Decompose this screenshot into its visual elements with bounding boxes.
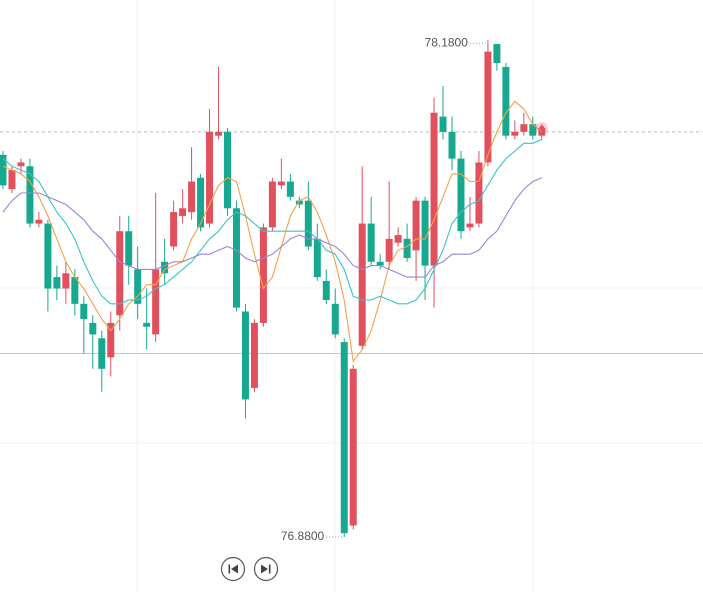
candle-body [53,277,61,289]
candle-body [224,131,231,209]
candle-body [268,181,276,228]
ma-line [2,177,543,278]
candle-body [511,131,519,136]
candle-body [394,235,402,243]
candle-body [385,238,393,262]
icon [261,564,268,574]
candle-body [89,322,97,335]
candle-body [313,238,321,278]
candle-body [349,368,357,526]
candle-body [295,200,303,205]
candle-body [484,51,492,163]
candle-body [520,124,528,132]
candle-body [179,208,187,216]
candle-body [62,273,70,289]
candle-body [206,131,214,224]
candle-body [215,131,223,136]
candle-body [277,181,285,186]
candle-body [125,231,133,266]
candle-body [493,43,501,64]
candle-body [322,280,330,301]
candle-body [134,269,142,304]
icon [228,564,231,574]
candle-body [331,303,339,335]
icon [268,564,271,574]
annotation-label: 76.8800 [281,529,325,543]
candle-body [448,131,456,159]
candle-body [26,166,34,224]
candle-body [8,170,16,190]
nav-prev[interactable] [220,556,246,582]
candle-body [98,338,106,369]
candle-body [412,200,420,251]
candle-body [35,219,43,224]
candle-body [232,208,240,308]
annotation-label: 78.1800 [425,35,469,49]
candle-body [466,223,474,228]
candle-body [170,212,178,247]
candle-body [502,66,510,136]
candle-body [250,322,258,388]
candle-body [403,238,411,258]
last-price-dot [539,125,545,131]
candle-body [286,181,294,197]
ma-line [2,100,543,363]
candle-body [143,322,151,327]
candle-body [188,181,196,213]
candle-body [340,342,348,534]
candle-body [367,223,375,262]
candle-body [152,269,160,335]
candle-body [421,200,429,266]
candle-body [107,322,115,358]
candle-body [358,223,366,346]
candle-body [17,162,25,167]
candle-body [259,227,267,323]
candle-body [457,158,465,232]
candle-body [161,261,169,274]
candle-body [475,162,483,224]
icon [231,564,238,574]
candle-body [80,303,88,320]
candle-body [44,223,52,289]
candle-body [241,311,249,400]
candle-body [0,154,7,186]
candle-body [197,177,205,228]
candle-body [304,200,312,247]
candle-body [439,116,447,132]
candle-body [71,277,79,304]
nav-next[interactable] [253,556,279,582]
candle-body [116,231,124,316]
ma-line [2,138,543,305]
plot: 78.1800 76.8800 [0,35,703,543]
candle-body [376,261,384,266]
candle-body [430,112,438,266]
candle-body [529,124,537,136]
